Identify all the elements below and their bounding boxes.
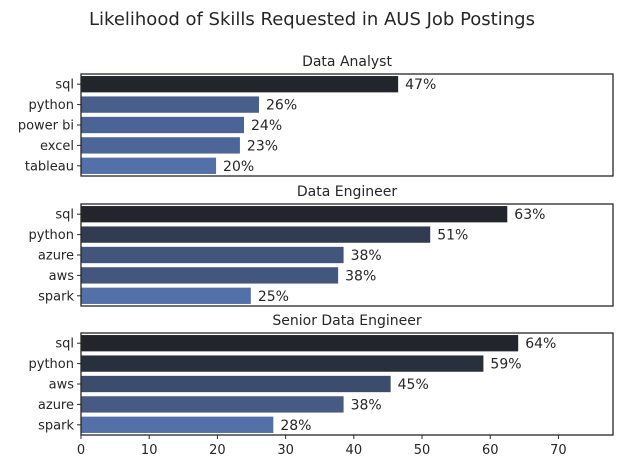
bar: [81, 226, 431, 243]
data-label: 63%: [514, 207, 545, 223]
x-tick-label: 20: [209, 443, 226, 458]
data-label: 38%: [351, 248, 382, 264]
x-tick-label: 40: [346, 443, 363, 458]
data-label: 24%: [251, 118, 282, 134]
panel-title: Data Analyst: [302, 54, 392, 70]
bar: [81, 355, 484, 372]
x-tick-label: 70: [550, 443, 567, 458]
panel-title: Data Engineer: [297, 184, 397, 200]
data-label: 26%: [266, 98, 297, 114]
bar: [81, 287, 251, 304]
data-label: 28%: [280, 418, 311, 434]
chart-title: Likelihood of Skills Requested in AUS Jo…: [89, 9, 535, 30]
panel-frame: [80, 332, 614, 436]
bar: [81, 267, 339, 284]
chart-panels: Data Analyst sql 47% python 26% power bi 24% ex…: [18, 54, 614, 458]
bar: [81, 96, 260, 113]
data-label: 25%: [258, 289, 289, 305]
y-tick-label: azure: [38, 398, 74, 413]
y-tick-label: sql: [55, 208, 74, 223]
bar: [81, 157, 217, 174]
y-tick-label: aws: [49, 269, 75, 284]
data-label: 45%: [398, 377, 429, 393]
bar: [81, 137, 240, 154]
data-label: 38%: [351, 397, 382, 413]
data-label: 38%: [345, 268, 376, 284]
x-axis: 0 10 20 30 40 50 60 70: [77, 435, 567, 458]
y-tick-label: azure: [38, 249, 74, 264]
x-tick-label: 30: [277, 443, 294, 458]
y-tick-label: spark: [38, 418, 74, 433]
panel-frame: [80, 203, 614, 307]
panel-2: Data Engineer sql 63% python 51% azure 38% aws 3…: [29, 184, 614, 307]
y-tick-label: python: [29, 357, 74, 372]
panel-title: Senior Data Engineer: [272, 313, 422, 329]
data-label: 59%: [490, 357, 521, 373]
y-tick-label: aws: [49, 378, 75, 393]
bar: [81, 335, 519, 352]
x-tick-label: 60: [482, 443, 499, 458]
y-tick-label: spark: [38, 289, 74, 304]
panel-3: Senior Data Engineer sql 64% python 59% aws 45…: [29, 313, 614, 436]
data-label: 20%: [223, 159, 254, 175]
bar: [81, 206, 508, 223]
x-tick-label: 10: [141, 443, 158, 458]
y-tick-label: tableau: [25, 159, 74, 174]
bar: [81, 116, 245, 134]
y-tick-label: excel: [40, 139, 74, 154]
x-tick-label: 0: [77, 443, 85, 458]
y-tick-label: sql: [55, 78, 74, 93]
x-tick-label: 50: [414, 443, 431, 458]
y-tick-label: sql: [55, 337, 74, 352]
data-label: 23%: [247, 138, 278, 154]
bar: [81, 76, 399, 93]
bar: [81, 375, 391, 393]
y-tick-label: python: [29, 98, 74, 113]
bar: [81, 416, 274, 433]
data-label: 47%: [405, 77, 436, 93]
data-label: 64%: [525, 336, 556, 352]
y-tick-label: python: [29, 228, 74, 243]
panel-frame: [80, 73, 614, 177]
bar: [81, 396, 344, 413]
bar: [81, 246, 344, 264]
panel-1: Data Analyst sql 47% python 26% power bi 24% ex…: [18, 54, 614, 177]
y-tick-label: power bi: [18, 119, 74, 134]
data-label: 51%: [437, 228, 468, 244]
